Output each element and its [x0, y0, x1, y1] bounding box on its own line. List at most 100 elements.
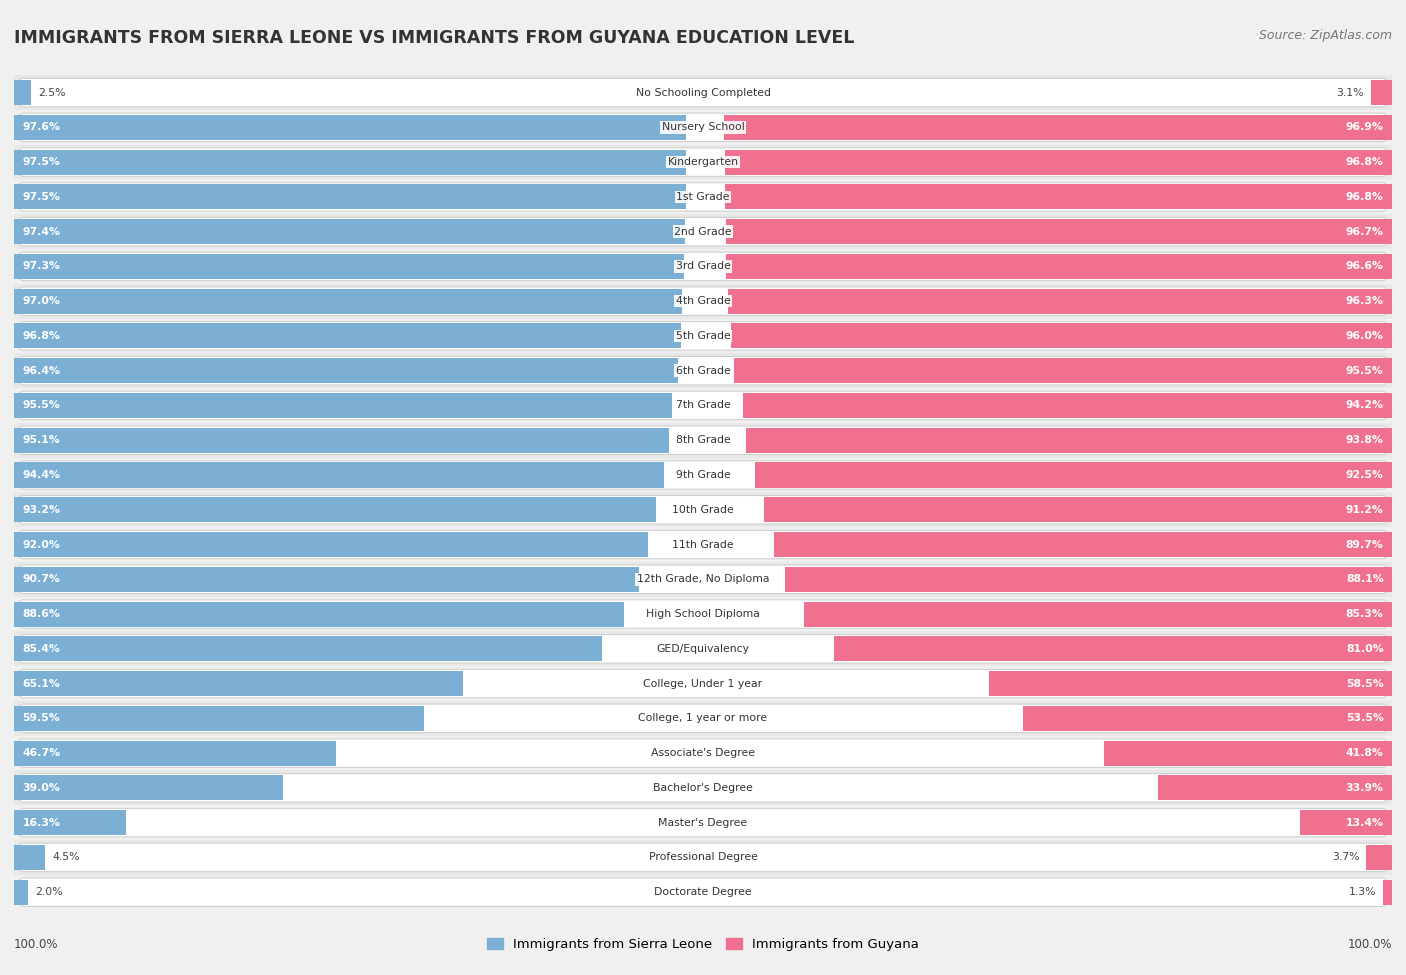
Text: 5th Grade: 5th Grade	[676, 331, 730, 341]
Text: 6th Grade: 6th Grade	[676, 366, 730, 375]
Text: 95.5%: 95.5%	[1346, 366, 1384, 375]
Bar	[725, 219, 1392, 244]
Text: Master's Degree: Master's Degree	[658, 818, 748, 828]
Text: 88.1%: 88.1%	[1346, 574, 1384, 584]
Text: 85.4%: 85.4%	[22, 644, 60, 654]
Text: 3.1%: 3.1%	[1336, 88, 1364, 98]
Text: 96.9%: 96.9%	[1346, 122, 1384, 133]
Text: 96.3%: 96.3%	[1346, 296, 1384, 306]
Text: 3.7%: 3.7%	[1331, 852, 1360, 863]
Bar	[14, 462, 665, 488]
Bar	[1299, 810, 1392, 836]
FancyBboxPatch shape	[18, 78, 1388, 107]
Text: 2.0%: 2.0%	[35, 887, 62, 897]
Bar	[14, 775, 283, 800]
Text: 33.9%: 33.9%	[1346, 783, 1384, 793]
Bar	[728, 289, 1392, 314]
Bar	[14, 179, 1392, 214]
Text: 13.4%: 13.4%	[1346, 818, 1384, 828]
FancyBboxPatch shape	[18, 426, 1388, 454]
FancyBboxPatch shape	[18, 808, 1388, 837]
Text: 2nd Grade: 2nd Grade	[675, 226, 731, 237]
Bar	[725, 184, 1392, 210]
Bar	[1104, 741, 1392, 765]
FancyBboxPatch shape	[18, 287, 1388, 316]
Text: No Schooling Completed: No Schooling Completed	[636, 88, 770, 98]
Text: 10th Grade: 10th Grade	[672, 505, 734, 515]
Bar	[14, 393, 672, 418]
Bar	[14, 80, 31, 105]
Text: 59.5%: 59.5%	[22, 714, 60, 723]
Text: 7th Grade: 7th Grade	[676, 401, 730, 410]
FancyBboxPatch shape	[18, 391, 1388, 419]
Text: College, Under 1 year: College, Under 1 year	[644, 679, 762, 688]
Bar	[14, 566, 638, 592]
Text: 39.0%: 39.0%	[22, 783, 60, 793]
Bar	[14, 249, 1392, 284]
Bar	[14, 115, 686, 139]
Bar	[14, 110, 1392, 144]
FancyBboxPatch shape	[18, 217, 1388, 246]
Bar	[14, 637, 602, 661]
Bar	[988, 671, 1392, 696]
Bar	[734, 358, 1392, 383]
Bar	[14, 358, 678, 383]
Text: Source: ZipAtlas.com: Source: ZipAtlas.com	[1258, 29, 1392, 42]
Text: Professional Degree: Professional Degree	[648, 852, 758, 863]
FancyBboxPatch shape	[18, 148, 1388, 176]
Text: GED/Equivalency: GED/Equivalency	[657, 644, 749, 654]
Bar	[1159, 775, 1392, 800]
FancyBboxPatch shape	[18, 773, 1388, 802]
Text: 95.5%: 95.5%	[22, 401, 60, 410]
FancyBboxPatch shape	[18, 461, 1388, 489]
Text: Nursery School: Nursery School	[662, 122, 744, 133]
Text: 1st Grade: 1st Grade	[676, 192, 730, 202]
Text: 92.5%: 92.5%	[1346, 470, 1384, 480]
Text: 11th Grade: 11th Grade	[672, 539, 734, 550]
Bar	[14, 353, 1392, 388]
Text: 97.5%: 97.5%	[22, 192, 60, 202]
FancyBboxPatch shape	[18, 530, 1388, 559]
Text: 88.6%: 88.6%	[22, 609, 60, 619]
Text: 53.5%: 53.5%	[1346, 714, 1384, 723]
Text: 90.7%: 90.7%	[22, 574, 60, 584]
Text: 93.2%: 93.2%	[22, 505, 60, 515]
Text: 94.2%: 94.2%	[1346, 401, 1384, 410]
Text: 93.8%: 93.8%	[1346, 435, 1384, 446]
Bar	[14, 149, 686, 175]
Text: 3rd Grade: 3rd Grade	[675, 261, 731, 271]
Bar	[727, 254, 1392, 279]
Bar	[1371, 80, 1392, 105]
FancyBboxPatch shape	[18, 739, 1388, 767]
Text: 97.3%: 97.3%	[22, 261, 60, 271]
Bar	[804, 602, 1392, 627]
Bar	[745, 428, 1392, 452]
Bar	[14, 671, 463, 696]
Text: Kindergarten: Kindergarten	[668, 157, 738, 167]
Bar	[724, 115, 1392, 139]
Bar	[14, 319, 1392, 353]
Text: 97.4%: 97.4%	[22, 226, 60, 237]
Text: Associate's Degree: Associate's Degree	[651, 748, 755, 759]
Text: 2.5%: 2.5%	[38, 88, 66, 98]
FancyBboxPatch shape	[18, 843, 1388, 872]
Bar	[755, 462, 1392, 488]
Bar	[14, 388, 1392, 423]
Text: 96.6%: 96.6%	[1346, 261, 1384, 271]
Bar	[14, 602, 624, 627]
Text: Bachelor's Degree: Bachelor's Degree	[652, 783, 754, 793]
Text: 1.3%: 1.3%	[1348, 887, 1376, 897]
Bar	[14, 770, 1392, 805]
Bar	[14, 423, 1392, 457]
Text: 96.7%: 96.7%	[1346, 226, 1384, 237]
Bar	[14, 219, 685, 244]
Text: 95.1%: 95.1%	[22, 435, 60, 446]
Bar	[14, 144, 1392, 179]
Text: 41.8%: 41.8%	[1346, 748, 1384, 759]
Bar	[742, 393, 1392, 418]
Text: 12th Grade, No Diploma: 12th Grade, No Diploma	[637, 574, 769, 584]
Text: 100.0%: 100.0%	[1347, 938, 1392, 951]
Bar	[14, 214, 1392, 249]
Text: Doctorate Degree: Doctorate Degree	[654, 887, 752, 897]
FancyBboxPatch shape	[18, 495, 1388, 524]
